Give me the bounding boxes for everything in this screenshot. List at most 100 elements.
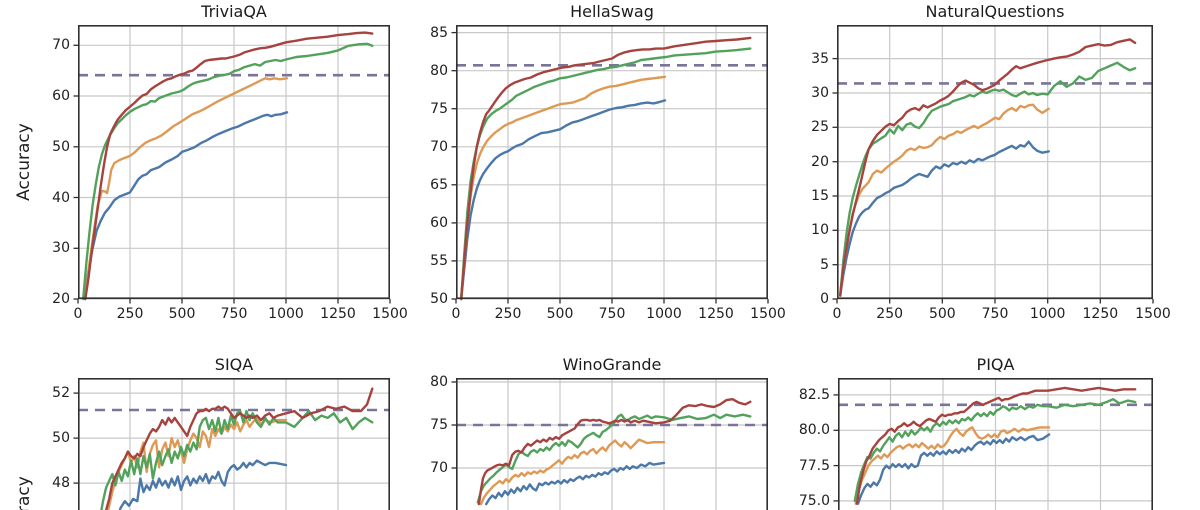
series-line-red [459, 36, 752, 301]
chart-piqa: PIQA 82.5 80.0 77.5 75.0 [799, 356, 1153, 510]
x-tick-label: 1500 [372, 306, 408, 322]
series-line-red [839, 38, 1137, 297]
x-tick-label: 0 [832, 306, 842, 322]
chart-title: NaturalQuestions [925, 2, 1065, 22]
plot-area [833, 378, 1153, 510]
plot-frame [78, 378, 390, 510]
chart-siqa: SIQA 52 50 48 [52, 356, 390, 510]
series-line-blue [118, 459, 288, 510]
series-line-orange [839, 103, 1050, 297]
y-tick-label: 70 [430, 138, 448, 155]
x-tick-label: 0 [451, 306, 461, 322]
y-tick-label: 20 [811, 153, 829, 170]
chart-hellaswag: HellaSwag 50 55 60 65 70 75 80 85 0 250 500 750 1000… [430, 3, 786, 321]
series-line-blue [839, 140, 1050, 297]
y-tick-label: 0 [820, 291, 829, 307]
x-tick-label: 500 [546, 306, 574, 322]
x-tick-label: 1500 [750, 306, 786, 322]
x-tick-label: 1250 [698, 306, 734, 322]
y-tick-label: 50 [52, 430, 70, 447]
y-tick-label: 70 [430, 460, 448, 476]
series-line-green [81, 42, 374, 301]
y-tick-label: 75 [430, 417, 448, 434]
series-line-orange [479, 438, 666, 506]
y-axis-label-row2: Accuracy [14, 476, 34, 510]
chart-title: PIQA [976, 355, 1015, 375]
y-tick-label: 82.5 [798, 386, 830, 403]
y-tick-label: 5 [820, 256, 829, 273]
series-line-blue [459, 99, 667, 301]
series-line-blue [485, 461, 666, 506]
chart-title: HellaSwag [570, 2, 654, 22]
series-line-green [839, 61, 1137, 297]
y-tick-label: 85 [430, 24, 448, 41]
x-tick-label: 0 [73, 306, 83, 322]
y-tick-label: 80.0 [798, 422, 830, 439]
x-tick-label: 1000 [1029, 306, 1066, 322]
y-tick-label: 25 [811, 119, 829, 136]
plot-frame [456, 25, 768, 299]
y-tick-label: 50 [430, 291, 448, 307]
series-line-red [855, 386, 1137, 505]
y-tick-label: 75 [430, 100, 448, 117]
plot-area [451, 25, 769, 304]
y-tick-label: 20 [52, 291, 70, 307]
series-line-red [477, 398, 752, 506]
y-tick-label: 30 [811, 84, 829, 101]
plot-frame [838, 378, 1153, 510]
x-tick-label: 750 [598, 306, 626, 322]
y-tick-label: 50 [52, 138, 70, 155]
y-axis-label-row1: Accuracy [14, 123, 34, 201]
y-tick-label: 10 [811, 222, 829, 239]
y-tick-label: 65 [430, 176, 448, 193]
series-line-red [104, 387, 374, 510]
y-tick-label: 77.5 [798, 457, 830, 474]
x-tick-label: 500 [928, 306, 956, 322]
y-tick-label: 55 [430, 252, 448, 269]
plot-area [832, 25, 1154, 304]
series-line-green [853, 398, 1137, 503]
y-tick-label: 75.0 [798, 492, 830, 509]
plot-frame [456, 378, 768, 510]
plot-area [73, 25, 391, 304]
x-tick-label: 1250 [1082, 306, 1119, 322]
y-tick-label: 52 [52, 385, 70, 402]
chart-title: TriviaQA [201, 2, 267, 22]
series-line-red [84, 31, 374, 301]
y-tick-label: 60 [430, 214, 448, 231]
x-tick-label: 1000 [646, 306, 682, 322]
series-line-orange [854, 426, 1051, 505]
chart-title: WinoGrande [562, 355, 662, 375]
y-tick-label: 60 [52, 88, 70, 105]
x-tick-label: 500 [168, 306, 196, 322]
series-line-blue [856, 433, 1051, 505]
y-tick-label: 35 [811, 50, 829, 67]
series-line-orange [84, 77, 289, 301]
plot-frame [837, 25, 1153, 299]
y-tick-label: 80 [430, 374, 448, 391]
x-tick-label: 250 [116, 306, 144, 322]
y-tick-label: 70 [52, 37, 70, 54]
x-tick-label: 250 [494, 306, 522, 322]
series-line-blue [82, 111, 289, 301]
y-tick-label: 80 [430, 62, 448, 79]
series-line-green [476, 413, 752, 504]
x-tick-label: 1000 [268, 306, 304, 322]
series-line-green [100, 409, 374, 510]
y-tick-label: 40 [52, 189, 70, 206]
chart-winogrande: WinoGrande 80 75 70 [430, 356, 768, 510]
chart-naturalquestions: NaturalQuestions 0 5 10 15 20 25 30 35 0 250 500 75… [811, 3, 1171, 321]
x-tick-label: 1500 [1135, 306, 1171, 322]
series-line-green [459, 47, 752, 301]
x-tick-label: 750 [220, 306, 248, 322]
y-tick-label: 30 [52, 240, 70, 257]
series-line-orange [459, 75, 667, 301]
plot-area [73, 378, 390, 510]
y-tick-label: 48 [52, 475, 70, 492]
chart-title: SIQA [214, 355, 254, 375]
plot-area [451, 378, 768, 510]
chart-triviaqa: TriviaQA 20 30 40 50 60 70 0 250 500 750 1000 1250 1… [52, 3, 408, 321]
plot-frame [78, 25, 390, 299]
